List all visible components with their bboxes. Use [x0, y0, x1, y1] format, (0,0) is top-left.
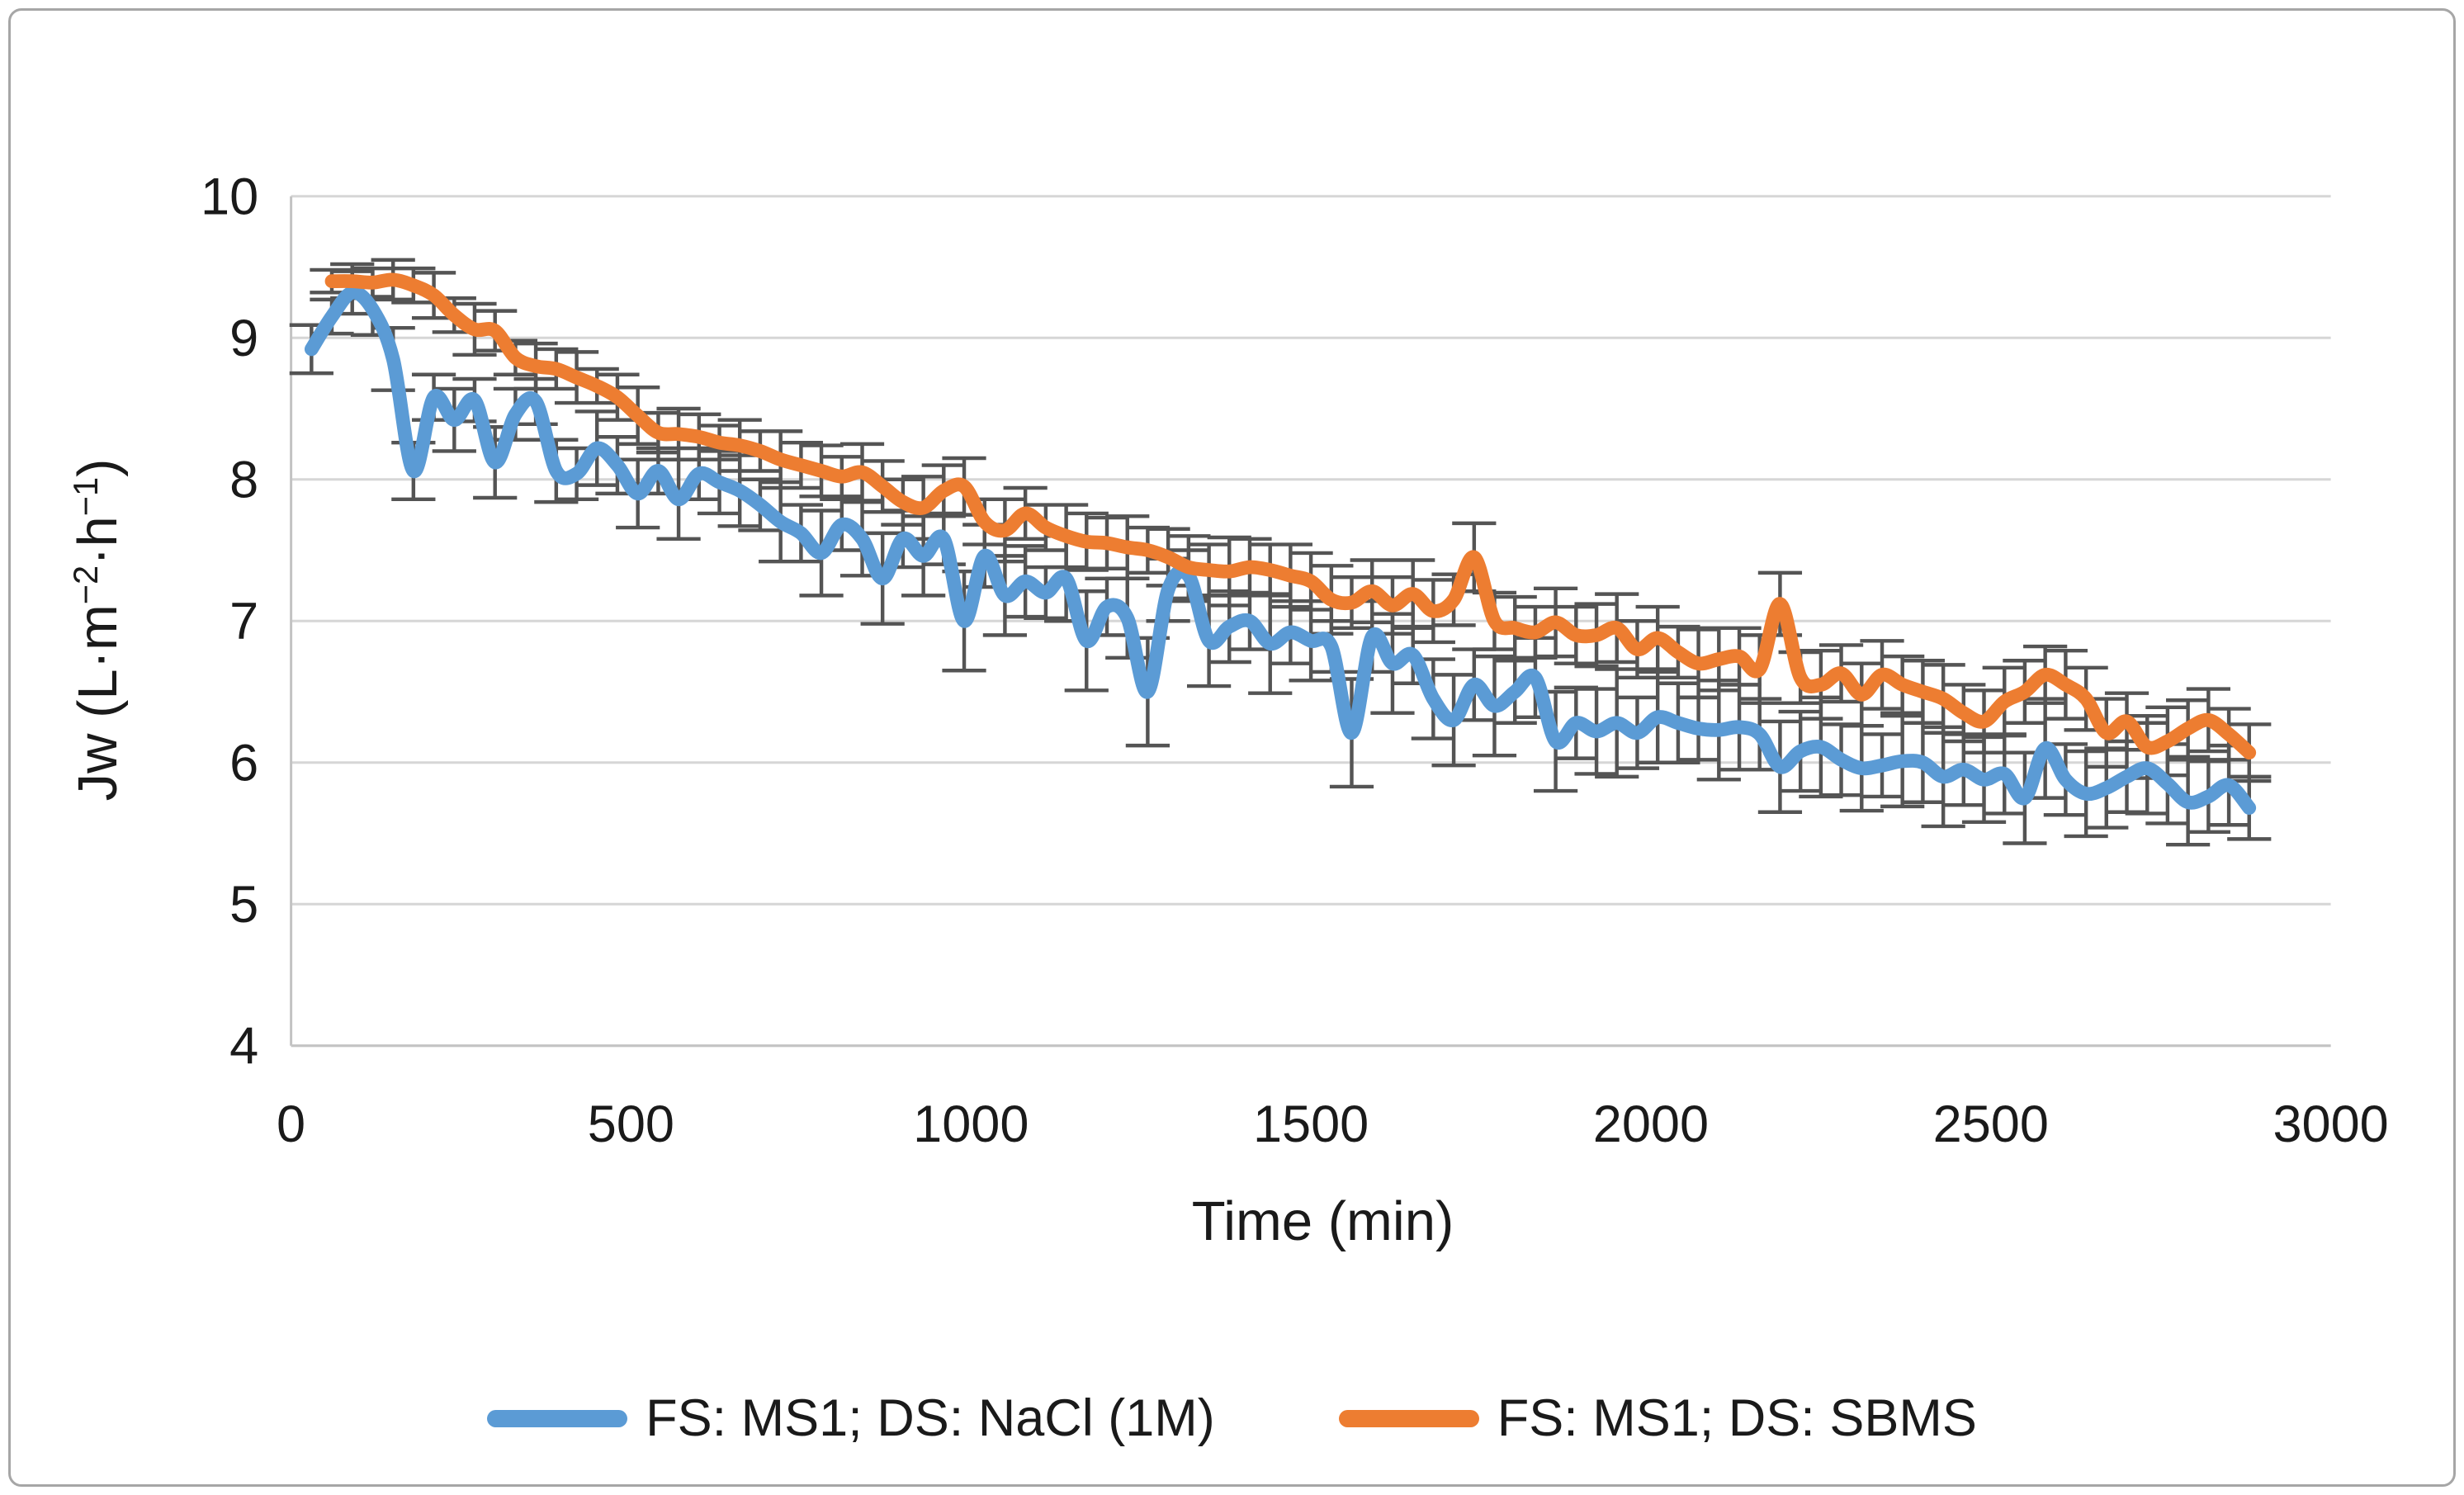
x-tick-label: 1500	[1253, 1095, 1369, 1153]
x-tick-label: 0	[277, 1095, 305, 1153]
y-title-prefix: Jw (L·m	[66, 604, 129, 802]
y-tick-label: 4	[229, 1017, 258, 1075]
legend-item-sbms: FS: MS1; DS: SBMS	[1338, 1389, 1977, 1448]
y-tick-label: 7	[229, 593, 258, 651]
y-axis-title: Jw (L·m−2·h−1)	[60, 300, 135, 960]
legend-swatch-sbms	[1338, 1409, 1479, 1427]
y-tick-label: 10	[201, 168, 258, 225]
y-title-sup-minus1: −1	[65, 476, 105, 517]
y-title-sup-minus2: −2	[65, 565, 105, 605]
y-title-suffix: )	[66, 458, 129, 477]
x-axis-title: Time (min)	[1191, 1190, 1454, 1252]
series-line-nacl	[304, 285, 2257, 816]
x-tick-label: 500	[588, 1095, 674, 1153]
plot-area: 4 5 6 7 8 9 10 0 500 1000 1500 2000 2500 3000	[201, 168, 2389, 1153]
y-title-mid: ·h	[66, 516, 129, 565]
legend-label-sbms: FS: MS1; DS: SBMS	[1497, 1389, 1977, 1447]
legend-item-nacl: FS: MS1; DS: NaCl (1M)	[487, 1389, 1215, 1448]
legend: FS: MS1; DS: NaCl (1M) FS: MS1; DS: SBMS	[11, 1377, 2453, 1460]
y-tick-label: 8	[229, 451, 258, 509]
error-bars-nacl	[289, 269, 2272, 847]
legend-label-nacl: FS: MS1; DS: NaCl (1M)	[646, 1389, 1215, 1447]
series-line-sbms	[324, 272, 2257, 760]
y-tick-label: 6	[229, 734, 258, 792]
x-tick-label: 3000	[2272, 1095, 2388, 1153]
y-tick-label: 9	[229, 310, 258, 367]
x-tick-label: 2500	[1933, 1095, 2049, 1153]
x-tick-label: 2000	[1593, 1095, 1709, 1153]
legend-swatch-nacl	[487, 1409, 628, 1427]
y-axis-title-text: Jw (L·m−2·h−1)	[66, 459, 130, 802]
x-tick-label: 1000	[913, 1095, 1029, 1153]
y-tick-label: 5	[229, 876, 258, 934]
figure-frame: 4 5 6 7 8 9 10 0 500 1000 1500 2000 2500 3000 Jw (L·m…	[8, 8, 2456, 1487]
